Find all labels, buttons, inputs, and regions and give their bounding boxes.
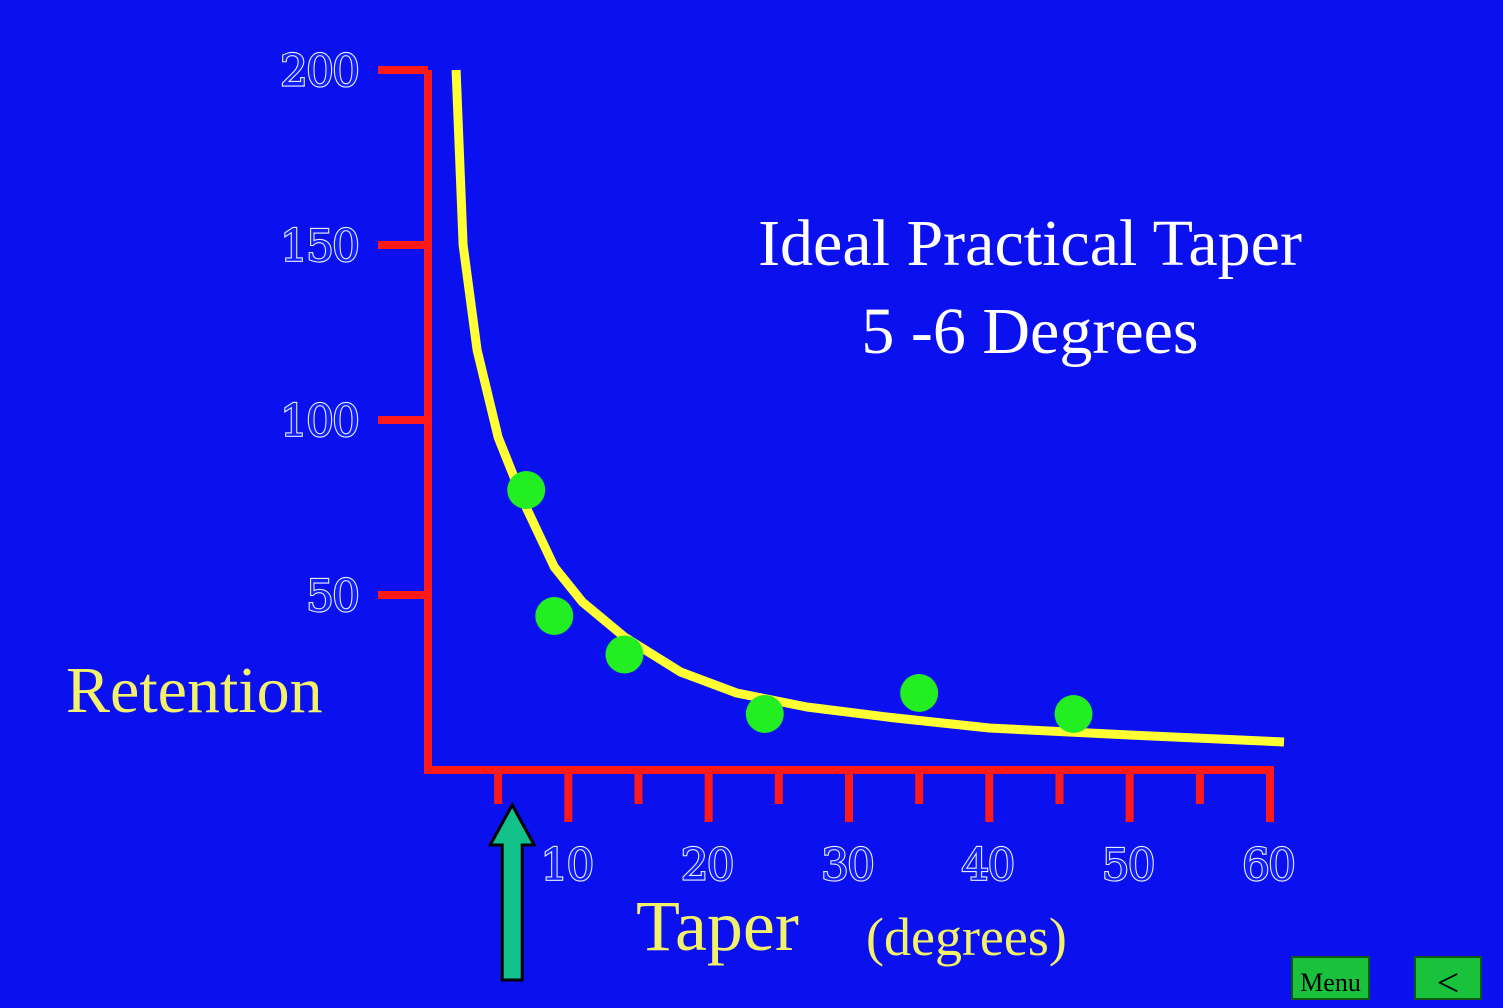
y-tick-label-150: 150 [280,221,358,272]
data-point-5 [900,674,939,712]
x-tick-label-50: 50 [1102,840,1154,891]
x-tick-label-20: 20 [681,840,733,891]
y-tick-label-100: 100 [280,396,358,447]
menu-button[interactable]: Menu [1291,956,1370,1000]
chart-subtitle: 5 -6 Degrees [861,295,1199,368]
ideal-taper-arrow-icon [487,801,537,982]
data-point-2 [535,597,574,635]
y-tick-label-50: 50 [306,571,358,622]
x-tick-label-40: 40 [961,840,1013,891]
y-tick-label-200: 200 [280,46,358,97]
y-axis-title: Retention [66,654,323,727]
x-tick-label-60: 60 [1242,840,1294,891]
data-point-4 [745,695,784,733]
back-button[interactable]: < [1414,956,1482,1005]
data-point-6 [1054,695,1093,733]
x-tick-label-10: 10 [540,840,592,891]
data-point-3 [605,635,644,674]
chart-title: Ideal Practical Taper [758,207,1302,280]
chart-callout: Ideal Practical Taper 5 -6 Degrees [700,200,1360,376]
x-tick-label-30: 30 [821,840,873,891]
data-point-1 [507,471,546,509]
x-axis-title: Taper [636,886,799,966]
fitted-curve [451,69,1285,747]
x-axis-unit: (degrees) [866,907,1067,967]
